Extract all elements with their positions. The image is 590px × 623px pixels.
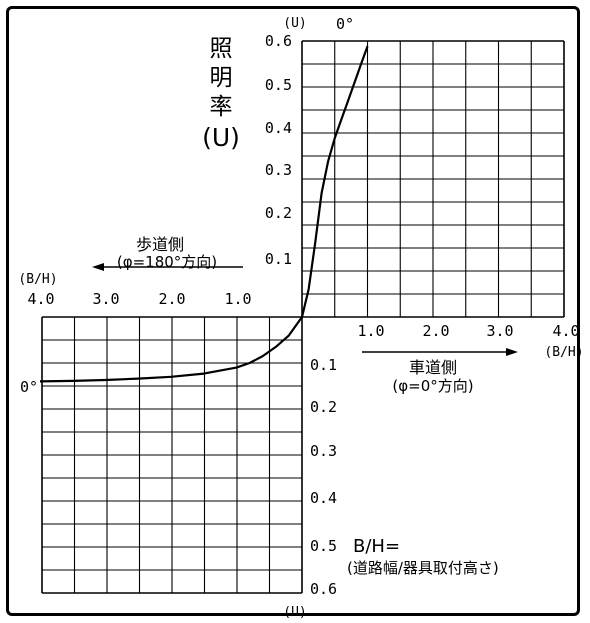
utilization-curves	[39, 45, 369, 383]
y-tick-label: 0.5	[265, 76, 292, 94]
roadway-curve	[300, 45, 369, 318]
sidewalk-arrow-head	[92, 263, 104, 271]
y-tick-label: 0.4	[265, 119, 292, 137]
y-tick-label: 0.6	[265, 32, 292, 50]
y-axis-title: 明	[210, 65, 233, 91]
x-tick-label: 4.0	[27, 290, 54, 308]
y-axis-title: 率	[210, 94, 233, 120]
x-tick-label: 4.0	[552, 322, 579, 340]
x-unit-label: (B/H)	[18, 272, 57, 287]
x-unit-label: (B/H)	[544, 345, 583, 360]
zero-angle-label: 0°	[20, 378, 38, 396]
upper-right-grid	[301, 40, 565, 318]
x-tick-label: 2.0	[158, 290, 185, 308]
x-tick-label: 3.0	[92, 290, 119, 308]
note-line2: (道路幅/器具取付高さ)	[347, 559, 499, 577]
y-tick-label: 0.2	[265, 204, 292, 222]
roadway-arrow-head	[506, 348, 518, 356]
sidewalk-curve	[39, 316, 303, 383]
y-unit-label: (U)	[283, 605, 306, 620]
lower-left-grid	[41, 316, 303, 594]
y-tick-label: 0.2	[310, 398, 337, 416]
y-tick-label: 0.3	[265, 161, 292, 179]
roadway-side-subtitle: (φ=0°方向)	[392, 377, 473, 395]
y-tick-label: 0.6	[310, 580, 337, 598]
x-tick-label: 1.0	[224, 290, 251, 308]
sidewalk-side-subtitle: (φ=180°方向)	[117, 253, 217, 271]
direction-arrows	[92, 263, 518, 356]
x-tick-label: 1.0	[357, 322, 384, 340]
y-tick-label: 0.5	[310, 537, 337, 555]
y-tick-label: 0.4	[310, 489, 337, 507]
x-tick-label: 2.0	[422, 322, 449, 340]
axis-labels: 0.6 0.5 0.4 0.3 0.2 0.1 0.1 0.2 0.3 0.4 0.5 0.6 1.0 2…	[18, 15, 583, 620]
y-tick-label: 0.3	[310, 442, 337, 460]
sidewalk-side-title: 歩道側	[136, 235, 184, 254]
y-unit-label: (U)	[283, 16, 306, 31]
y-axis-title: 照	[210, 36, 233, 62]
zero-angle-label: 0°	[336, 15, 354, 33]
y-axis-title: (U)	[202, 123, 240, 152]
x-tick-label: 3.0	[486, 322, 513, 340]
y-tick-label: 0.1	[265, 250, 292, 268]
roadway-side-title: 車道側	[409, 358, 457, 377]
y-tick-label: 0.1	[310, 356, 337, 374]
note-line1: B/H=	[353, 536, 400, 557]
figure-frame	[6, 6, 580, 616]
